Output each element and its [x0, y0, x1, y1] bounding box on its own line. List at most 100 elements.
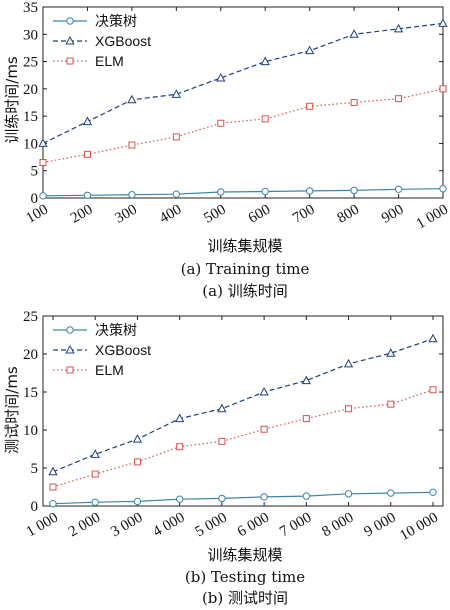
data-point-b-0-9: [429, 488, 437, 497]
data-point-a-0-3: [172, 190, 181, 198]
y-tick-label-a-0: 0: [31, 191, 39, 207]
data-point-b-0-0: [49, 500, 57, 508]
data-point-a-1-8: [393, 23, 404, 33]
data-point-b-2-3: [176, 443, 184, 451]
series-line-b-2: [52, 389, 434, 488]
legend-marker-a-2: [66, 57, 74, 65]
y-tick-label-b-4: 20: [23, 347, 38, 363]
y-tick-label-a-5: 25: [23, 55, 38, 71]
data-point-b-0-6: [302, 492, 311, 500]
series-line-a-2: [42, 88, 444, 164]
data-point-a-0-0: [39, 192, 47, 200]
data-point-b-2-4: [218, 437, 226, 445]
x-tick-label-a-8: 900: [379, 202, 406, 227]
x-tick-label-b-8: 9 000: [362, 510, 399, 541]
data-point-a-0-7: [350, 186, 358, 195]
data-point-b-0-3: [175, 495, 184, 503]
x-tick-label-a-7: 800: [335, 202, 362, 227]
data-point-a-2-7: [350, 99, 358, 106]
data-point-b-0-7: [344, 490, 353, 498]
data-point-a-1-3: [171, 89, 181, 98]
x-tick-label-b-9: 10 000: [397, 510, 441, 544]
data-point-a-0-9: [439, 185, 447, 193]
data-point-a-0-4: [217, 188, 225, 196]
data-point-a-1-6: [305, 45, 315, 55]
legend-label-a-1: XGBoost: [95, 33, 151, 49]
data-point-a-0-6: [305, 187, 314, 195]
legend-label-b-1: XGBoost: [95, 342, 151, 358]
y-tick-label-b-5: 25: [23, 309, 38, 325]
plot-area-a: 0 5 10 15 20 25 30 35 100 200 300 400 500 600 700 800 90…: [23, 0, 450, 232]
x-tick-label-a-5: 600: [246, 202, 273, 227]
x-tick-label-b-5: 6 000: [235, 510, 272, 541]
data-point-b-1-1: [90, 449, 100, 458]
x-tick-label-b-3: 4 000: [150, 510, 187, 541]
legend-label-a-0: 决策树: [95, 13, 137, 29]
y-tick-label-b-2: 10: [23, 423, 38, 439]
data-point-b-2-8: [387, 400, 395, 408]
chart-testing-time: 0 5 10 15 20 25 1 000 2 000 3 000 4 000 5 000 6 000…: [3, 309, 444, 607]
x-tick-label-b-0: 1 000: [24, 510, 61, 541]
series-line-b-0: [52, 491, 434, 505]
data-point-a-1-5: [260, 56, 270, 66]
y-axis-title-a: 训练时间/ms: [3, 56, 21, 144]
data-point-a-2-3: [172, 133, 180, 141]
y-tick-label-b-3: 15: [23, 385, 38, 401]
data-point-a-0-8: [394, 185, 403, 193]
x-tick-label-a-2: 300: [112, 202, 139, 227]
x-tick-label-b-2: 3 000: [108, 510, 145, 541]
data-point-b-1-8: [386, 348, 396, 357]
data-point-b-2-0: [49, 483, 57, 491]
data-point-a-2-8: [395, 95, 403, 103]
data-point-b-0-4: [218, 494, 226, 503]
data-point-a-2-5: [261, 115, 269, 123]
plot-area-b: 0 5 10 15 20 25 1 000 2 000 3 000 4 000 5 000 6 000…: [23, 309, 444, 544]
legend-marker-b-2: [66, 366, 74, 374]
data-point-b-2-2: [133, 458, 141, 466]
y-tick-label-a-4: 20: [23, 82, 38, 98]
data-point-b-2-9: [429, 386, 437, 394]
legend-label-a-2: ELM: [95, 53, 124, 69]
x-axis-title-b: 训练集规模: [207, 546, 282, 564]
data-point-a-1-7: [349, 29, 359, 38]
legend-label-b-2: ELM: [95, 362, 124, 378]
y-tick-label-b-0: 0: [31, 499, 39, 515]
data-point-b-1-2: [132, 434, 143, 443]
series-line-b-1: [52, 338, 434, 473]
y-tick-label-a-2: 10: [23, 136, 38, 152]
x-tick-label-a-4: 500: [201, 202, 228, 227]
legend-marker-b-0: [66, 326, 74, 334]
x-tick-label-a-0: 100: [24, 202, 51, 227]
y-tick-label-a-3: 15: [23, 109, 38, 125]
y-tick-label-a-1: 5: [31, 164, 39, 180]
chart-training-time: 0 5 10 15 20 25 30 35 100 200 300 400 500 600 700 800 90…: [3, 0, 450, 300]
legend-label-b-0: 决策树: [95, 322, 137, 338]
data-point-a-0-2: [128, 191, 136, 199]
data-point-b-1-3: [175, 413, 185, 423]
data-point-b-2-6: [302, 415, 310, 423]
x-axis-title-a: 训练集规模: [207, 237, 282, 255]
x-tick-label-a-1: 200: [68, 202, 95, 227]
x-tick-label-b-6: 7 000: [277, 510, 314, 541]
data-point-b-1-4: [217, 403, 227, 413]
caption-cn-a: (a) 训练时间: [202, 282, 287, 300]
data-point-a-2-9: [439, 85, 447, 93]
data-point-a-1-9: [438, 18, 448, 27]
data-point-a-2-1: [83, 150, 91, 158]
series-line-a-0: [42, 188, 444, 197]
legend-marker-a-1: [65, 35, 75, 45]
data-point-b-0-2: [133, 497, 142, 506]
x-tick-label-b-4: 5 000: [193, 510, 230, 541]
x-tick-label-b-1: 2 000: [66, 510, 103, 541]
caption-en-a: (a) Training time: [181, 260, 310, 278]
data-point-b-2-5: [260, 425, 268, 433]
data-point-b-0-8: [387, 489, 395, 497]
data-point-b-1-7: [343, 358, 354, 368]
data-point-a-0-5: [261, 187, 269, 196]
data-point-a-2-2: [128, 141, 136, 149]
x-tick-label-a-9: 1 000: [414, 202, 450, 233]
data-point-a-1-0: [38, 138, 48, 147]
data-point-b-2-1: [91, 470, 99, 478]
data-point-a-2-4: [217, 119, 225, 127]
